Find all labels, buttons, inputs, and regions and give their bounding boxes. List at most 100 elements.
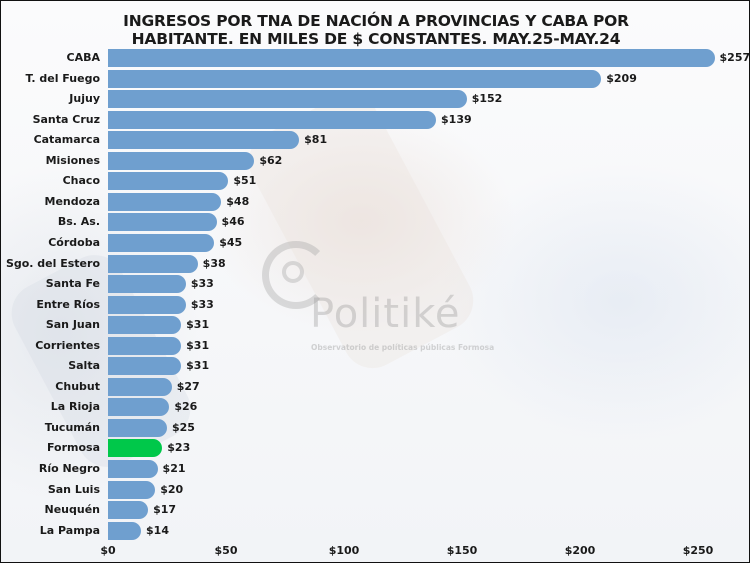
bar-row: La Rioja $26 bbox=[1, 398, 749, 417]
value-label: $21 bbox=[162, 462, 186, 475]
category-label: Bs. As. bbox=[57, 215, 100, 229]
bar bbox=[108, 192, 222, 211]
category-label: Misiones bbox=[45, 153, 100, 167]
bar-row: Formosa $23 bbox=[1, 439, 749, 458]
category-label: La Rioja bbox=[50, 400, 100, 414]
value-label: $209 bbox=[606, 71, 637, 85]
chart-title-line-2: HABITANTE. EN MILES DE $ CONSTANTES. MAY… bbox=[131, 30, 621, 48]
category-label: Entre Ríos bbox=[36, 297, 100, 311]
category-label: San Juan bbox=[45, 318, 100, 332]
value-label: $38 bbox=[202, 256, 226, 270]
bar-row: Santa Fe $33 bbox=[1, 275, 749, 294]
category-label: Jujuy bbox=[69, 92, 100, 106]
chart-title-line-1: INGRESOS POR TNA DE NACIÓN A PROVINCIAS … bbox=[123, 12, 629, 30]
value-label: $139 bbox=[441, 112, 472, 126]
bar bbox=[108, 501, 149, 520]
bar bbox=[108, 172, 229, 191]
value-label: $257 bbox=[719, 51, 750, 64]
category-label: La Pampa bbox=[39, 523, 100, 537]
bar bbox=[108, 213, 217, 232]
bar-row: Bs. As. $46 bbox=[1, 213, 749, 232]
bar bbox=[108, 110, 437, 129]
bar bbox=[108, 418, 167, 437]
bar-row: San Luis $20 bbox=[1, 480, 749, 499]
bar bbox=[108, 521, 142, 540]
value-label: $26 bbox=[174, 400, 198, 414]
bar bbox=[108, 480, 156, 499]
category-label: Catamarca bbox=[33, 133, 100, 147]
x-tick-label: $250 bbox=[682, 544, 714, 557]
bar bbox=[108, 90, 467, 109]
value-label: $51 bbox=[233, 174, 257, 188]
bar bbox=[108, 275, 186, 294]
bar-row: Misiones $62 bbox=[1, 151, 749, 170]
value-label: $31 bbox=[186, 318, 210, 332]
bar bbox=[108, 131, 300, 150]
category-label: Chaco bbox=[62, 174, 100, 188]
bar-row: Santa Cruz $139 bbox=[1, 110, 749, 129]
category-label: Corrientes bbox=[35, 338, 100, 352]
value-label: $62 bbox=[259, 153, 283, 167]
bar bbox=[108, 336, 182, 355]
x-tick-label: $0 bbox=[100, 544, 116, 557]
x-tick-label: $200 bbox=[564, 544, 596, 557]
x-tick-label: $50 bbox=[214, 544, 238, 557]
category-label: Formosa bbox=[46, 441, 100, 455]
value-label: $25 bbox=[172, 420, 195, 434]
value-label: $17 bbox=[153, 503, 177, 517]
bar-row: Corrientes $31 bbox=[1, 336, 749, 355]
bar-row: Tucumán $25 bbox=[1, 418, 749, 437]
bar bbox=[108, 357, 182, 376]
category-label: CABA bbox=[66, 51, 100, 64]
x-tick-label: $150 bbox=[446, 544, 478, 557]
value-label: $46 bbox=[221, 215, 245, 229]
chart-title: INGRESOS POR TNA DE NACIÓN A PROVINCIAS … bbox=[1, 12, 749, 48]
value-label: $27 bbox=[176, 379, 200, 393]
value-label: $20 bbox=[160, 482, 184, 496]
bar bbox=[108, 49, 715, 67]
bar-row: Entre Ríos $33 bbox=[1, 295, 749, 314]
value-label: $23 bbox=[167, 441, 191, 455]
category-label: Neuquén bbox=[44, 503, 101, 517]
bar-row: Río Negro $21 bbox=[1, 460, 749, 478]
bar bbox=[108, 377, 172, 396]
bar bbox=[108, 460, 158, 478]
category-label: Río Negro bbox=[38, 462, 100, 475]
category-label: Sgo. del Estero bbox=[5, 256, 100, 270]
category-label: Santa Fe bbox=[45, 277, 100, 291]
bar-row: Chaco $51 bbox=[1, 172, 749, 191]
category-label: Tucumán bbox=[44, 420, 100, 434]
value-label: $81 bbox=[304, 133, 328, 147]
value-label: $14 bbox=[146, 523, 169, 537]
bar-row: Mendoza $48 bbox=[1, 192, 749, 211]
value-label: $31 bbox=[186, 338, 210, 352]
bar-row: Córdoba $45 bbox=[1, 233, 749, 252]
value-label: $45 bbox=[219, 235, 243, 249]
bar bbox=[108, 151, 255, 170]
bar-row: San Juan $31 bbox=[1, 316, 749, 335]
category-label: San Luis bbox=[47, 482, 100, 496]
category-label: Santa Cruz bbox=[32, 112, 100, 126]
bar-row: La Pampa $14 bbox=[1, 521, 749, 540]
x-tick-label: $100 bbox=[328, 544, 360, 557]
bar bbox=[108, 398, 170, 417]
bar-row: CABA $257 bbox=[1, 49, 750, 67]
bar bbox=[108, 254, 198, 273]
value-label: $31 bbox=[186, 359, 210, 373]
bar-row: Jujuy $152 bbox=[1, 90, 749, 109]
value-label: $33 bbox=[190, 297, 214, 311]
category-label: T. del Fuego bbox=[25, 71, 100, 85]
category-label: Mendoza bbox=[44, 194, 101, 208]
bar bbox=[108, 233, 215, 252]
value-label: $33 bbox=[190, 277, 214, 291]
bar-row: T. del Fuego $209 bbox=[1, 69, 749, 88]
bar-highlighted bbox=[108, 439, 163, 458]
bar bbox=[108, 69, 602, 88]
category-label: Córdoba bbox=[48, 235, 100, 249]
bar-row: Neuquén $17 bbox=[1, 501, 749, 520]
category-label: Salta bbox=[68, 359, 100, 373]
category-label: Chubut bbox=[55, 379, 100, 393]
value-label: $152 bbox=[471, 92, 503, 106]
bar bbox=[108, 316, 182, 335]
